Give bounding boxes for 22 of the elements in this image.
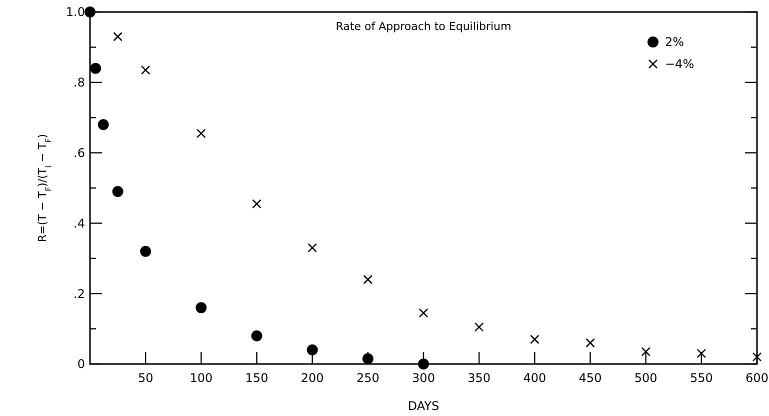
y-tick-label: 1.0: [66, 5, 85, 20]
y-tick-label: .8: [74, 76, 85, 90]
x-tick-label: 350: [468, 371, 491, 385]
legend-label: −4%: [665, 57, 694, 72]
x-tick-label: 50: [138, 371, 154, 385]
x-tick-label: 100: [190, 371, 213, 385]
x-tick-label: 200: [300, 371, 324, 385]
legend-label: 2%: [665, 35, 684, 50]
x-tick-label: 300: [412, 371, 435, 385]
x-tick-label: 400: [523, 371, 546, 385]
y-tick-label: .4: [74, 216, 85, 230]
y-tick-label: 0: [77, 357, 85, 372]
text: Rate of Approach to Equilibrium: [336, 20, 512, 33]
x-tick-label: 500: [634, 371, 658, 385]
x-tick-label: 450: [578, 371, 602, 385]
x-tick-label: 600: [746, 371, 768, 385]
x-tick-label: 250: [356, 371, 380, 385]
x-axis-title: DAYS: [408, 399, 440, 413]
x-tick-label: 150: [245, 371, 268, 385]
y-tick-label: .6: [74, 146, 85, 160]
y-tick-label: .2: [74, 286, 85, 301]
x-tick-label: 550: [690, 371, 713, 385]
